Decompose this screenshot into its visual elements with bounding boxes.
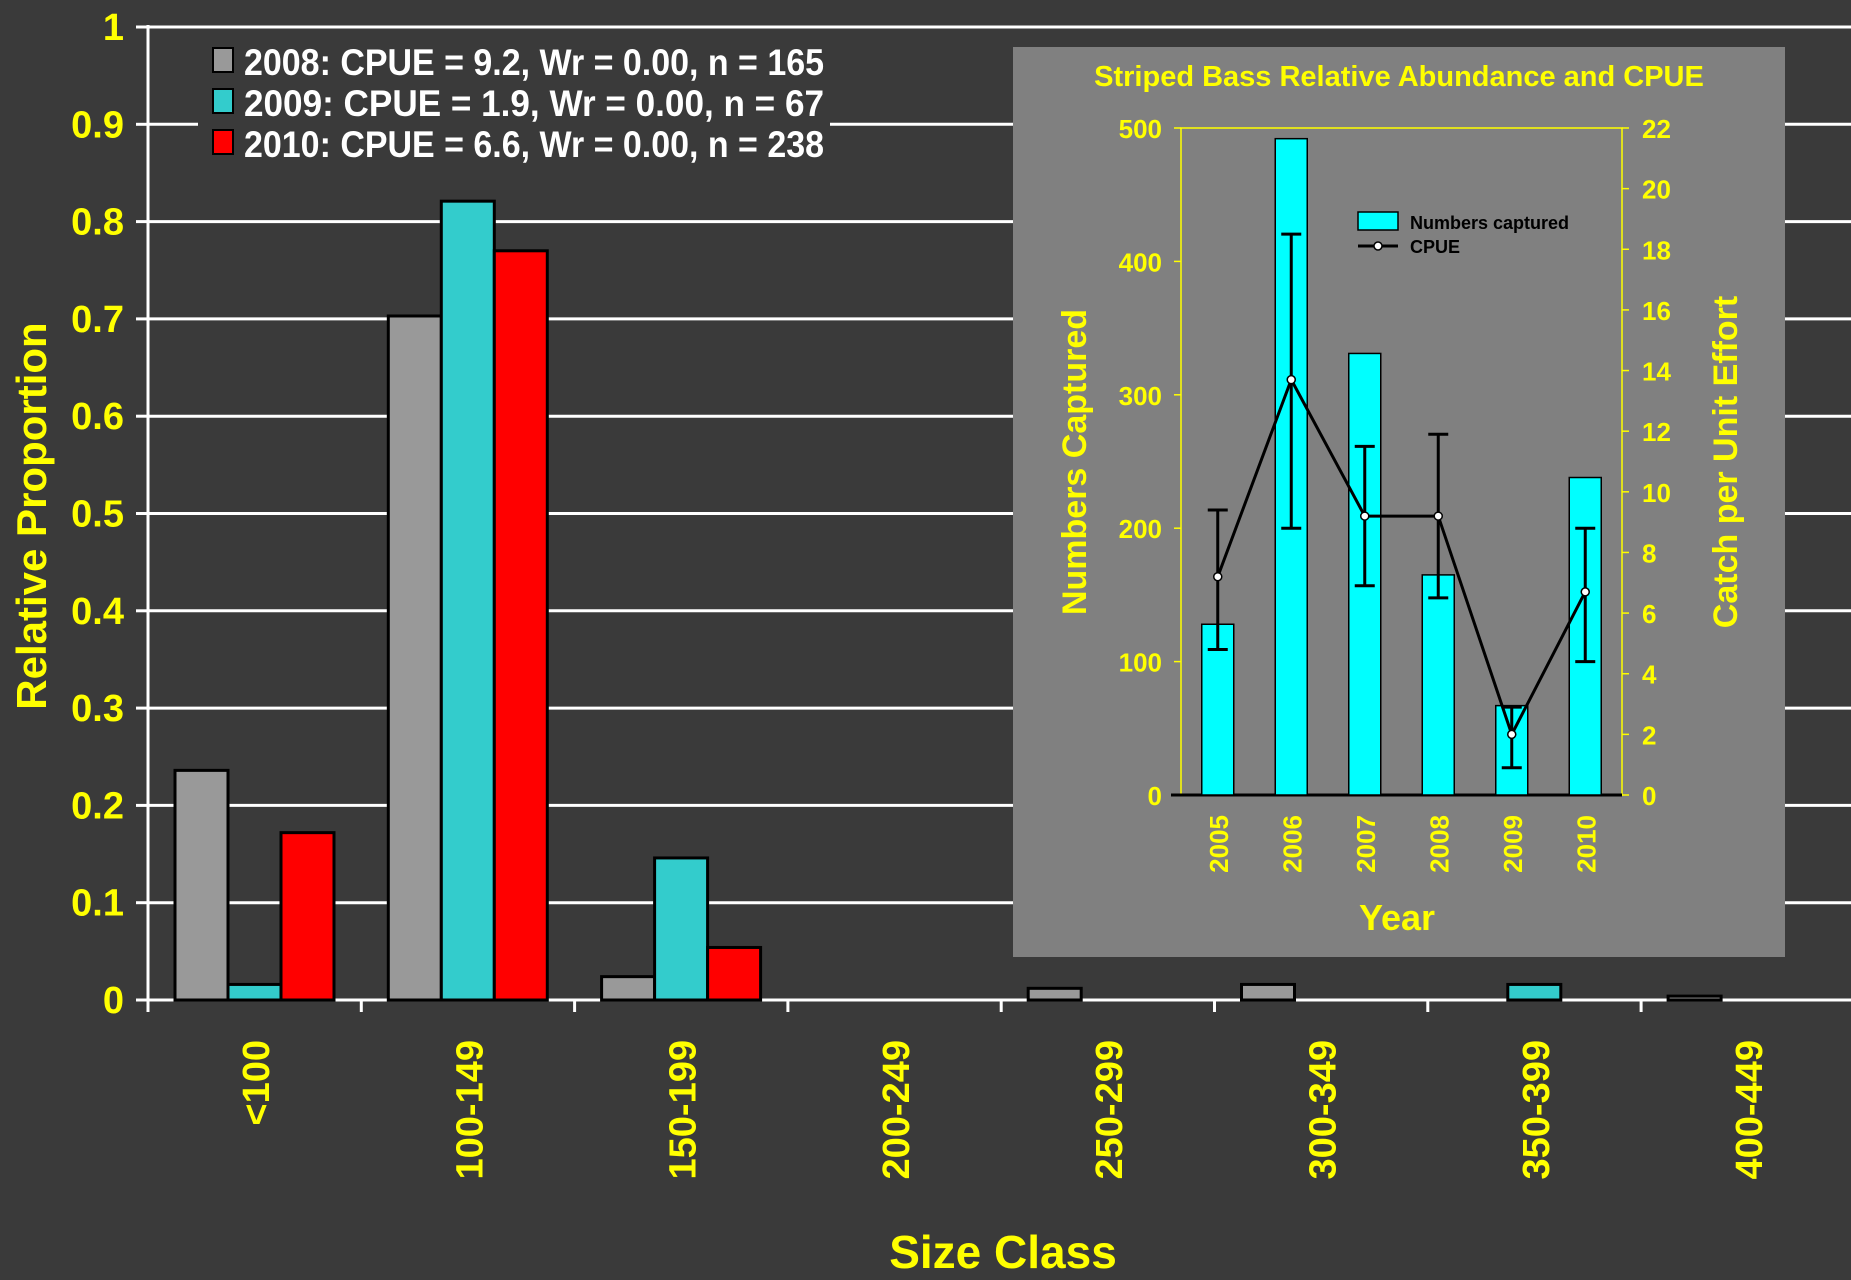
y-tick-label: 0.7 xyxy=(71,299,124,341)
inset-x-tick-label: 2010 xyxy=(1571,815,1601,873)
inset-x-tick-label: 2005 xyxy=(1204,815,1234,873)
bar-0-5 xyxy=(1240,982,1296,1002)
inset-y-tick-label: 200 xyxy=(1119,514,1162,544)
y-tick-label: 0.1 xyxy=(71,883,124,925)
inset-cpue-point-4 xyxy=(1507,729,1517,740)
inset-y-axis-title: Numbers Captured xyxy=(1056,309,1094,615)
inset-y2-tick-label: 2 xyxy=(1642,720,1656,750)
inset-y2-axis-title: Catch per Unit Effort xyxy=(1707,296,1745,628)
inset-cpue-point-5 xyxy=(1580,587,1590,597)
bar-0-4 xyxy=(1026,986,1083,1002)
x-tick-label: 100-149 xyxy=(449,1040,491,1179)
bar-0-1 xyxy=(386,314,443,1002)
inset-y2-tick-label: 14 xyxy=(1642,357,1671,387)
inset-y2-tick-label: 0 xyxy=(1642,781,1656,811)
inset-x-axis-title: Year xyxy=(1359,897,1435,938)
inset-legend-swatch-bar xyxy=(1357,211,1399,231)
inset-y2-tick-label: 6 xyxy=(1642,599,1656,629)
bar-1-0 xyxy=(226,982,283,1002)
inset-y-tick-label: 100 xyxy=(1119,648,1162,678)
inset-legend-label-bar: Numbers captured xyxy=(1410,213,1569,233)
y-tick-label: 0.8 xyxy=(71,202,124,244)
y-tick-label: 1 xyxy=(103,7,124,49)
inset-cpue-point-3 xyxy=(1433,511,1443,521)
y-tick-label: 0.4 xyxy=(71,591,124,633)
y-tick-label: 0 xyxy=(103,980,124,1022)
inset-legend-label-line: CPUE xyxy=(1410,237,1460,257)
legend-label-2: 2010: CPUE = 6.6, Wr = 0.00, n = 238 xyxy=(244,124,824,165)
inset-y2-tick-label: 12 xyxy=(1642,417,1671,447)
inset-y2-tick-label: 4 xyxy=(1642,660,1657,690)
x-axis-title: Size Class xyxy=(889,1226,1117,1275)
x-tick-label: 200-249 xyxy=(876,1040,918,1179)
inset-y-tick-label: 300 xyxy=(1119,381,1162,411)
inset-y2-tick-label: 16 xyxy=(1642,296,1671,326)
inset-y-tick-label: 0 xyxy=(1148,781,1162,811)
legend-swatch-2 xyxy=(212,129,234,155)
bar-2-2 xyxy=(706,945,763,1002)
inset-cpue-point-2 xyxy=(1360,511,1370,521)
inset-legend-swatch-point xyxy=(1373,241,1383,251)
x-tick-label: 250-299 xyxy=(1089,1040,1131,1179)
inset-chart: Striped Bass Relative Abundance and CPUE… xyxy=(1013,47,1785,957)
x-tick-label: <100 xyxy=(236,1040,278,1126)
legend-label-0: 2008: CPUE = 9.2, Wr = 0.00, n = 165 xyxy=(244,42,824,83)
y-tick-label: 0.6 xyxy=(71,396,124,438)
bar-1-1 xyxy=(439,199,496,1002)
bar-0-0 xyxy=(173,768,230,1002)
inset-background xyxy=(1013,47,1785,957)
inset-x-tick-label: 2007 xyxy=(1351,815,1381,873)
inset-cpue-point-1 xyxy=(1286,374,1296,385)
bar-2-0 xyxy=(279,831,336,1002)
inset-x-tick-label: 2009 xyxy=(1498,815,1528,873)
bar-0-7 xyxy=(1666,994,1723,1002)
y-tick-label: 0.5 xyxy=(71,494,124,536)
legend-background xyxy=(198,40,830,178)
bar-0-2 xyxy=(600,975,657,1002)
inset-x-tick-label: 2006 xyxy=(1277,815,1307,873)
inset-y2-tick-label: 18 xyxy=(1642,235,1671,265)
x-tick-label: 350-399 xyxy=(1516,1040,1558,1179)
inset-y-tick-label: 500 xyxy=(1119,114,1162,144)
inset-title: Striped Bass Relative Abundance and CPUE xyxy=(1094,61,1704,93)
legend-swatch-0 xyxy=(212,47,234,73)
inset-y2-tick-label: 8 xyxy=(1642,538,1656,568)
legend-swatch-1 xyxy=(212,88,234,114)
x-tick-label: 150-199 xyxy=(663,1040,705,1179)
y-tick-label: 0.2 xyxy=(71,785,124,827)
x-tick-label: 300-349 xyxy=(1303,1040,1345,1179)
inset-y2-tick-label: 20 xyxy=(1642,175,1671,205)
inset-y-tick-label: 400 xyxy=(1119,247,1162,277)
inset-y2-tick-label: 10 xyxy=(1642,478,1671,508)
inset-y2-tick-label: 22 xyxy=(1642,114,1671,144)
inset-cpue-point-0 xyxy=(1213,571,1223,582)
x-tick-label: 400-449 xyxy=(1729,1040,1771,1179)
bar-2-1 xyxy=(492,249,549,1002)
inset-bar-3 xyxy=(1421,574,1455,796)
main-legend: 2008: CPUE = 9.2, Wr = 0.00, n = 1652009… xyxy=(198,40,830,178)
inset-x-tick-label: 2008 xyxy=(1424,815,1454,873)
bar-1-2 xyxy=(653,856,710,1002)
y-tick-label: 0.9 xyxy=(71,104,124,146)
y-axis-title: Relative Proportion xyxy=(8,322,55,709)
bar-1-6 xyxy=(1506,982,1563,1002)
legend-label-1: 2009: CPUE = 1.9, Wr = 0.00, n = 67 xyxy=(244,83,824,124)
y-tick-label: 0.3 xyxy=(71,688,124,730)
inset-cpue-line xyxy=(1216,376,1587,739)
